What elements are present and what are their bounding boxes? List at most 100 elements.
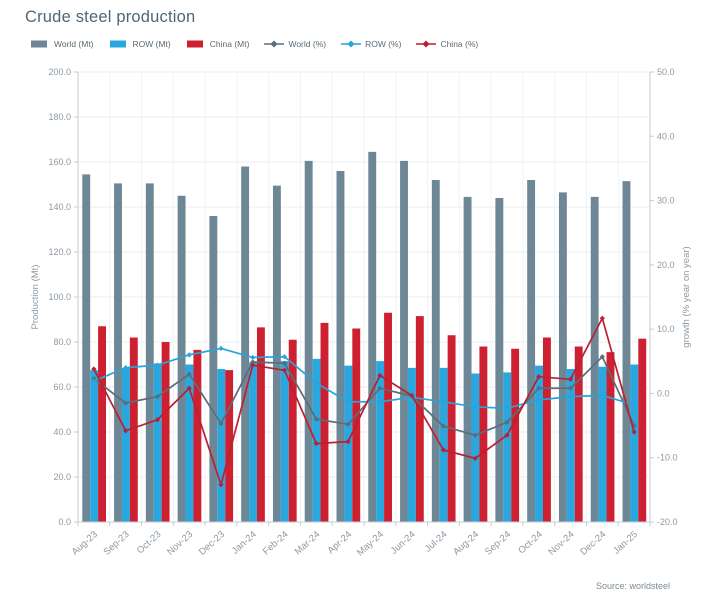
marker-world--dec-23 xyxy=(218,421,224,427)
bar-china-mt--aug-24 xyxy=(479,346,488,522)
x-axis-label-jul-24: Jul-24 xyxy=(423,529,450,554)
marker-row--jul-24 xyxy=(440,399,447,405)
right-axis-tick-label: 40.0 xyxy=(657,131,675,141)
x-axis-label-jan-24: Jan-24 xyxy=(230,529,259,557)
bar-row-mt--jun-24 xyxy=(407,367,416,522)
bar-china-mt--nov-24 xyxy=(574,346,583,522)
marker-world--aug-24 xyxy=(472,432,478,438)
marker-row--sep-24 xyxy=(504,405,510,411)
bar-world-mt--oct-23 xyxy=(145,183,154,522)
marker-china--aug-24 xyxy=(472,455,478,461)
marker-china--jan-25 xyxy=(631,429,637,435)
marker-china--apr-24 xyxy=(345,439,351,445)
bar-row-mt--may-24 xyxy=(376,361,385,522)
bar-world-mt--jun-24 xyxy=(400,160,408,522)
bar-china-mt--jan-24 xyxy=(256,327,265,522)
bar-china-mt--aug-23 xyxy=(98,326,106,522)
x-axis-label-may-24: May-24 xyxy=(355,529,386,558)
marker-row--aug-24 xyxy=(472,404,478,410)
x-axis-label-dec-23: Dec-23 xyxy=(197,529,227,558)
bar-china-mt--jan-25 xyxy=(638,338,647,522)
right-axis-tick-label: 50.0 xyxy=(657,67,675,77)
marker-row--oct-24 xyxy=(536,397,542,403)
left-axis-title: Production (Mt) xyxy=(30,265,41,330)
legend-label: ROW (%) xyxy=(365,39,402,49)
bar-world-mt--oct-24 xyxy=(527,180,536,522)
marker-china--sep-24 xyxy=(504,432,510,438)
legend-line-swatch-icon xyxy=(341,40,362,48)
bar-row-mt--nov-23 xyxy=(185,364,194,522)
marker-china--dec-24 xyxy=(599,315,605,321)
marker-world--sep-24 xyxy=(504,419,510,425)
right-axis-tick-label: -10.0 xyxy=(657,453,678,463)
bar-world-mt--dec-23 xyxy=(209,216,218,522)
bar-world-mt--aug-24 xyxy=(463,196,472,522)
bar-row-mt--mar-24 xyxy=(312,358,321,522)
marker-china--oct-24 xyxy=(536,374,542,380)
left-axis-tick-label: 120.0 xyxy=(48,247,71,257)
marker-world--apr-24 xyxy=(345,421,351,427)
bar-world-mt--nov-23 xyxy=(177,195,186,522)
marker-china--feb-24 xyxy=(281,367,288,373)
bar-china-mt--may-24 xyxy=(384,312,392,522)
x-axis-label-jan-25: Jan-25 xyxy=(611,529,640,557)
x-axis-label-oct-23: Oct-23 xyxy=(135,529,164,556)
right-axis-tick-label: 20.0 xyxy=(657,260,675,270)
bar-world-mt--apr-24 xyxy=(336,171,345,522)
legend-item-china-: China (%) xyxy=(416,39,478,49)
bar-world-mt--may-24 xyxy=(368,151,377,522)
marker-row--nov-24 xyxy=(567,394,574,400)
line-china- xyxy=(93,317,635,486)
right-axis-tick-label: 10.0 xyxy=(657,324,675,334)
bar-china-mt--mar-24 xyxy=(320,322,329,522)
bar-china-mt--dec-23 xyxy=(225,370,234,522)
marker-row--sep-23 xyxy=(123,365,129,371)
legend-label: China (%) xyxy=(440,39,479,49)
source-note: Source: worldsteel xyxy=(596,581,671,591)
bar-row-mt--nov-24 xyxy=(566,369,575,522)
bar-world-mt--dec-24 xyxy=(590,196,599,522)
right-axis-tick-label: -20.0 xyxy=(657,517,678,527)
marker-row--nov-23 xyxy=(186,352,192,358)
bar-china-mt--oct-23 xyxy=(161,342,170,522)
bar-row-mt--sep-24 xyxy=(503,372,512,522)
right-axis-tick-label: 0.0 xyxy=(657,388,670,398)
left-axis-tick-label: 140.0 xyxy=(48,202,71,212)
bar-row-mt--oct-24 xyxy=(535,365,543,522)
marker-row--aug-23 xyxy=(91,378,97,384)
right-axis-title: growth (% year on year) xyxy=(681,246,692,347)
bar-china-mt--oct-24 xyxy=(542,337,551,522)
marker-world--jul-24 xyxy=(440,423,447,429)
bar-row-mt--feb-24 xyxy=(280,361,289,522)
marker-china--nov-23 xyxy=(186,385,192,391)
left-axis-tick-label: 160.0 xyxy=(48,157,71,167)
marker-row--dec-24 xyxy=(599,392,605,398)
legend-item-world-mt-: World (Mt) xyxy=(30,39,94,49)
x-axis-label-oct-24: Oct-24 xyxy=(516,529,545,556)
legend-line-swatch-icon xyxy=(416,40,437,48)
marker-china--jul-24 xyxy=(440,447,447,453)
marker-china--sep-23 xyxy=(123,428,129,434)
bar-china-mt--feb-24 xyxy=(288,339,297,522)
bar-row-mt--jan-25 xyxy=(630,364,639,522)
left-axis-tick-label: 40.0 xyxy=(53,427,71,437)
legend-label: World (%) xyxy=(288,39,327,49)
left-axis-tick-label: 60.0 xyxy=(53,382,71,392)
x-axis-label-nov-24: Nov-24 xyxy=(546,529,576,558)
bar-world-mt--aug-23 xyxy=(82,174,91,522)
line-world- xyxy=(93,355,635,437)
marker-china--jan-24 xyxy=(250,362,256,368)
marker-world--sep-23 xyxy=(123,400,129,406)
marker-row--dec-23 xyxy=(218,345,224,352)
legend-line-swatch-icon xyxy=(264,40,285,48)
marker-china--mar-24 xyxy=(313,440,319,447)
x-axis-label-aug-24: Aug-24 xyxy=(451,529,481,558)
marker-world--jan-24 xyxy=(250,359,256,365)
marker-world--feb-24 xyxy=(281,360,288,366)
bar-row-mt--jan-24 xyxy=(249,362,257,522)
legend-item-world-: World (%) xyxy=(264,39,326,49)
marker-row--oct-23 xyxy=(154,362,161,368)
bar-row-mt--aug-23 xyxy=(90,370,99,522)
marker-china--nov-24 xyxy=(567,376,574,382)
x-axis-label-feb-24: Feb-24 xyxy=(261,529,291,557)
